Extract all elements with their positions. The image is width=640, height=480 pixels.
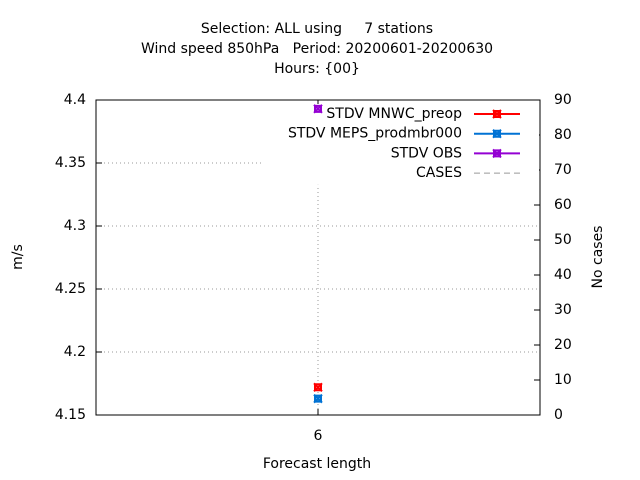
legend-label: STDV MNWC_preop: [326, 106, 462, 122]
y2-tick-label: 30: [554, 302, 572, 318]
point: [313, 393, 323, 404]
y2-tick-label: 60: [554, 197, 572, 213]
y2-tick-label: 90: [554, 92, 572, 108]
y2-tick-label: 70: [554, 162, 572, 178]
legend-label: STDV MEPS_prodmbr000: [288, 126, 462, 142]
y2-tick-label: 10: [554, 372, 572, 388]
y-tick-label: 4.35: [55, 155, 86, 171]
y2-tick-label: 40: [554, 267, 572, 283]
y-tick-label: 4.25: [55, 281, 86, 297]
y-tick-label: 4.4: [64, 92, 86, 108]
legend-marker: [492, 128, 502, 139]
legend-marker: [492, 109, 502, 119]
y2-tick-label: 50: [554, 232, 572, 248]
y-tick-label: 4.2: [64, 344, 86, 360]
legend-label: CASES: [416, 165, 462, 181]
point: [313, 382, 323, 392]
plot-border: [95, 99, 541, 416]
x-tick-label: 6: [314, 428, 323, 444]
title-line: Selection: ALL using 7 stations: [201, 21, 433, 37]
y2-axis-label: No cases: [590, 226, 606, 289]
y-tick-label: 4.3: [64, 218, 86, 234]
y2-tick-label: 20: [554, 337, 572, 353]
y2-tick-label: 0: [554, 407, 563, 423]
point: [313, 104, 323, 114]
title-line: Wind speed 850hPa Period: 20200601-20200…: [141, 41, 493, 57]
title-line: Hours: {00}: [274, 61, 360, 77]
x-axis-label: Forecast length: [263, 456, 371, 472]
y2-tick-label: 80: [554, 127, 572, 143]
legend-label: STDV OBS: [391, 145, 462, 161]
y-tick-label: 4.15: [55, 407, 86, 423]
legend-marker: [492, 148, 502, 159]
y-axis-label: m/s: [10, 244, 26, 270]
